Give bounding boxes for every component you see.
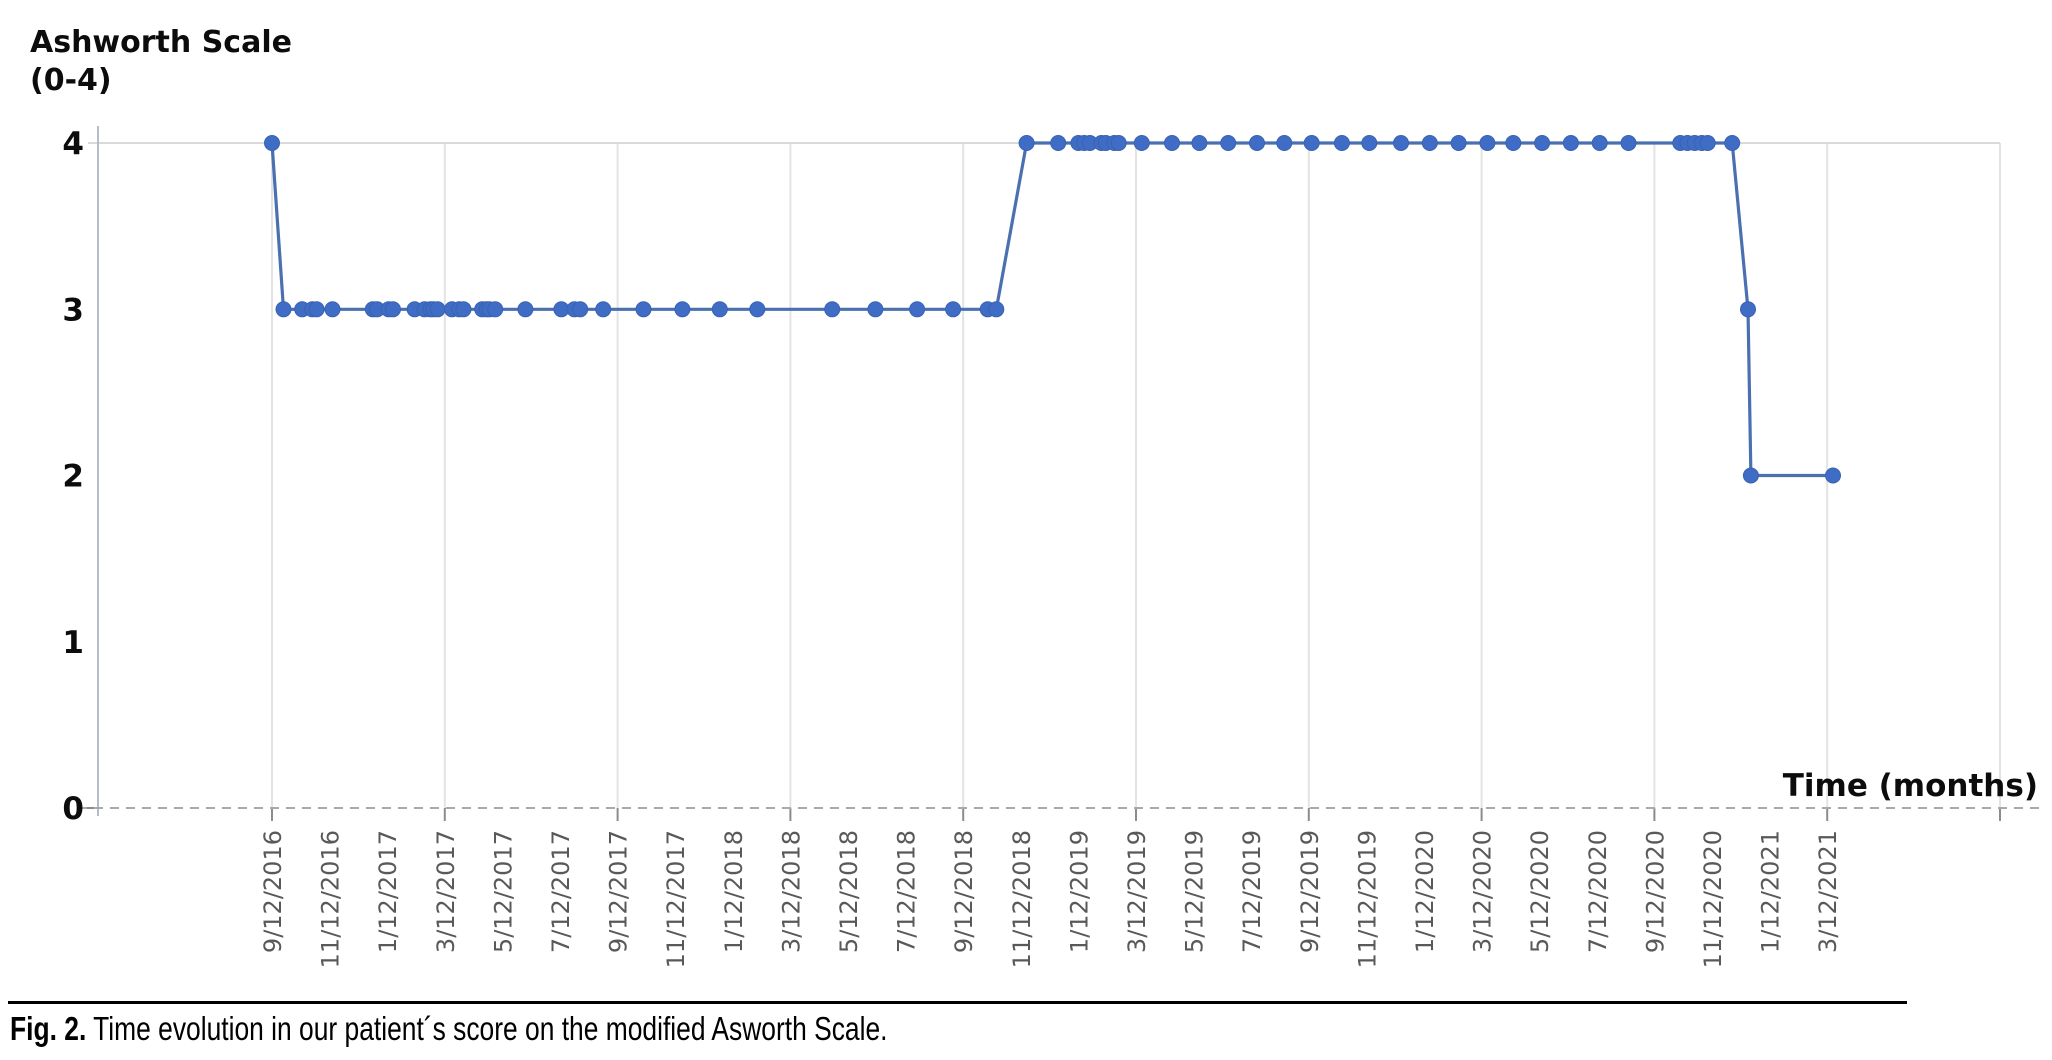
data-point [324,301,341,318]
x-tick-label: 11/12/2019 [1353,830,1381,968]
caption-divider [8,1001,1907,1004]
data-point [1740,301,1756,318]
y-tick-label: 4 [62,126,84,162]
y-tick-label: 3 [62,292,84,328]
data-point [275,301,292,318]
data-point [1421,135,1438,151]
data-point [988,301,1005,318]
series-line [270,141,1833,478]
x-tick-label: 7/12/2020 [1584,830,1612,953]
x-tick-label: 3/12/2018 [777,830,805,953]
data-point [1825,467,1841,484]
figure-caption-label: Fig. 2. [10,1010,87,1047]
data-point [1333,135,1350,151]
y-axis-title: Ashworth Scale (0-4) [30,24,292,100]
data-point [308,301,325,318]
x-tick-label: 3/12/2021 [1814,830,1842,953]
data-point [1133,135,1150,151]
data-point [1699,135,1716,151]
figure-caption-text: Time evolution in our patient´s score on… [86,1010,888,1047]
x-tick-label: 5/12/2017 [489,830,517,953]
x-tick-labels: 9/12/2016 11/12/2016 1/12/2017 3/12/2017 5/1… [259,830,1842,968]
line-chart: 0 1 2 3 4 9/12/2016 11/12/2016 1/12/2017 3/12/20… [62,126,2040,968]
data-point [1393,135,1409,151]
data-point [1724,135,1741,151]
data-point [455,301,472,318]
data-point [1018,135,1035,151]
y-tick-labels: 0 1 2 3 4 [62,126,84,827]
data-point [1591,135,1608,151]
x-tick-label: 3/12/2020 [1469,830,1497,953]
data-point [1110,135,1127,151]
data-point [1249,135,1265,151]
data-point [572,301,589,318]
data-point [635,301,652,318]
x-tick-label: 5/12/2019 [1181,830,1209,953]
figure-caption: Fig. 2. Time evolution in our patient´s … [10,1010,888,1048]
x-tick-label: 1/12/2021 [1757,830,1785,953]
x-tick-label: 1/12/2018 [720,830,748,953]
data-point [1505,135,1522,151]
data-point [595,301,612,318]
x-tick-label: 1/12/2019 [1065,830,1093,953]
data-point [1191,135,1208,151]
x-tick-label: 1/12/2017 [374,830,402,953]
data-point [1164,135,1180,151]
x-tick-label: 1/12/2020 [1411,830,1439,953]
data-point [824,301,841,318]
x-tick-label: 3/12/2019 [1123,830,1151,953]
x-tick-label: 11/12/2018 [1008,830,1036,968]
data-point [1534,135,1551,151]
data-point [749,301,766,318]
x-tick-label: 9/12/2020 [1641,830,1669,953]
data-point [1620,135,1637,151]
data-point [674,301,691,318]
data-point [867,301,884,318]
y-tick-label: 2 [62,459,84,495]
data-points [264,135,1841,484]
data-point [1361,135,1378,151]
data-point [429,301,446,318]
x-tick-label: 11/12/2016 [317,830,345,968]
x-tick-label: 7/12/2018 [893,830,921,953]
data-point [1276,135,1293,151]
x-tick-label: 11/12/2017 [662,830,690,968]
x-tick-label: 5/12/2018 [835,830,863,953]
x-tick-label: 7/12/2017 [547,830,575,953]
data-point [909,301,926,318]
x-tick-label: 9/12/2017 [605,830,633,953]
data-point [1742,467,1759,484]
x-tick-label: 9/12/2018 [950,830,978,953]
y-axis-title-line1: Ashworth Scale [30,25,292,60]
y-tick-label: 0 [62,791,84,827]
y-tick-label: 1 [62,625,84,661]
data-point [264,135,280,151]
data-point [1479,135,1496,151]
data-point [1562,135,1579,151]
x-tick-label: 9/12/2016 [259,830,287,953]
data-point [487,301,504,318]
y-axis-title-line2: (0-4) [30,63,112,98]
x-tick-label: 9/12/2019 [1296,830,1324,953]
data-point [1303,135,1320,151]
x-tick-label: 3/12/2017 [432,830,460,953]
data-point [385,301,401,318]
x-tick-label: 5/12/2020 [1526,830,1554,953]
x-tick-label: 7/12/2019 [1238,830,1266,953]
data-point [945,301,962,318]
data-point [1050,135,1067,151]
data-point [1450,135,1467,151]
x-tick-label: 11/12/2020 [1699,830,1727,968]
data-point [517,301,534,318]
data-point [711,301,728,318]
x-axis-title: Time (months) [1782,768,2038,804]
data-point [1220,135,1237,151]
